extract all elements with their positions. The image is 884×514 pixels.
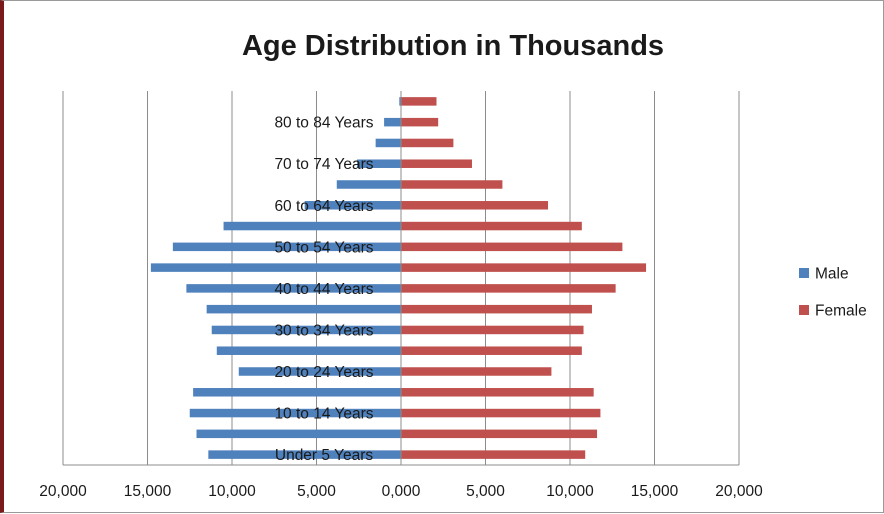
- category-label: 60 to 64 Years: [274, 198, 373, 215]
- bar-male-16: [384, 117, 401, 127]
- bar-female-17: [401, 97, 437, 106]
- bar-male-4: [238, 367, 401, 376]
- axis-layer: 20,000 15,000 10,000 5,000 0,000 5,000 10,000 1…: [39, 91, 763, 500]
- bar-female-3: [401, 388, 594, 397]
- category-label: Under 5 Years: [275, 447, 373, 464]
- bar-male-1: [196, 429, 401, 439]
- category-label-layer: Under 5 Years 10 to 14 Years 20 to 24 Year…: [274, 115, 373, 464]
- x-tick-label: 15,000: [124, 483, 172, 500]
- bar-female-1: [401, 429, 598, 439]
- bar-female-9: [401, 263, 647, 272]
- chart-title: Age Distribution in Thousands: [242, 30, 664, 62]
- bar-female-14: [401, 159, 472, 168]
- bar-female-4: [401, 367, 552, 376]
- legend: Male Female: [799, 266, 867, 320]
- bar-male-15: [375, 138, 401, 148]
- x-tick-label: 20,000: [39, 483, 87, 500]
- bar-male-0: [208, 450, 401, 459]
- bar-female-15: [401, 138, 454, 148]
- x-tick-label: 5,000: [466, 483, 505, 500]
- category-label: 70 to 74 Years: [274, 156, 373, 173]
- bar-female-10: [401, 242, 623, 252]
- bar-male-14: [357, 159, 401, 168]
- category-label: 80 to 84 Years: [274, 115, 373, 132]
- bar-female-2: [401, 408, 601, 418]
- bar-layer: [150, 97, 647, 459]
- bar-female-7: [401, 304, 592, 314]
- bar-female-8: [401, 284, 616, 293]
- category-label: 40 to 44 Years: [274, 281, 373, 298]
- bar-female-16: [401, 117, 439, 127]
- category-label: 30 to 34 Years: [274, 322, 373, 339]
- category-label: 10 to 14 Years: [274, 406, 373, 423]
- legend-label-female: Female: [815, 303, 867, 320]
- legend-swatch-male: [799, 268, 809, 278]
- bar-male-6: [211, 325, 401, 335]
- x-tick-label: 20,000: [715, 483, 763, 500]
- bar-male-7: [206, 304, 401, 314]
- bar-female-6: [401, 325, 584, 335]
- x-tick-label: 10,000: [208, 483, 256, 500]
- bar-male-2: [189, 408, 401, 418]
- x-tick-label: 10,000: [546, 483, 594, 500]
- x-tick-label: 0,000: [382, 483, 421, 500]
- bar-female-11: [401, 221, 582, 231]
- legend-swatch-female: [799, 305, 809, 315]
- bar-male-5: [216, 346, 401, 355]
- bar-male-3: [193, 388, 401, 397]
- category-label: 50 to 54 Years: [274, 239, 373, 256]
- chart-svg: Age Distribution in Thousands 20,000 15,0…: [39, 30, 867, 500]
- bar-male-11: [223, 221, 401, 231]
- bar-female-0: [401, 450, 586, 459]
- bar-male-13: [336, 180, 401, 189]
- bar-male-8: [186, 284, 401, 293]
- bar-male-10: [172, 242, 401, 252]
- bar-male-17: [399, 97, 401, 106]
- bar-female-5: [401, 346, 582, 355]
- x-tick-label: 5,000: [297, 483, 336, 500]
- bar-female-13: [401, 180, 503, 189]
- x-tick-label: 15,000: [631, 483, 679, 500]
- bar-female-12: [401, 201, 549, 210]
- legend-label-male: Male: [815, 266, 849, 283]
- category-label: 20 to 24 Years: [274, 364, 373, 381]
- bar-male-12: [304, 201, 401, 210]
- bar-male-9: [150, 263, 401, 272]
